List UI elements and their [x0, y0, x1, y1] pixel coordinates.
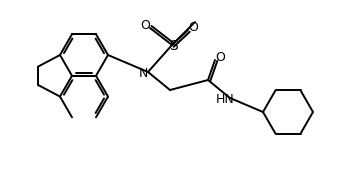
Text: O: O — [188, 21, 198, 33]
Text: N: N — [138, 66, 148, 80]
Text: S: S — [170, 39, 178, 53]
Text: O: O — [140, 19, 150, 32]
Text: O: O — [215, 51, 225, 64]
Text: HN: HN — [215, 93, 234, 105]
